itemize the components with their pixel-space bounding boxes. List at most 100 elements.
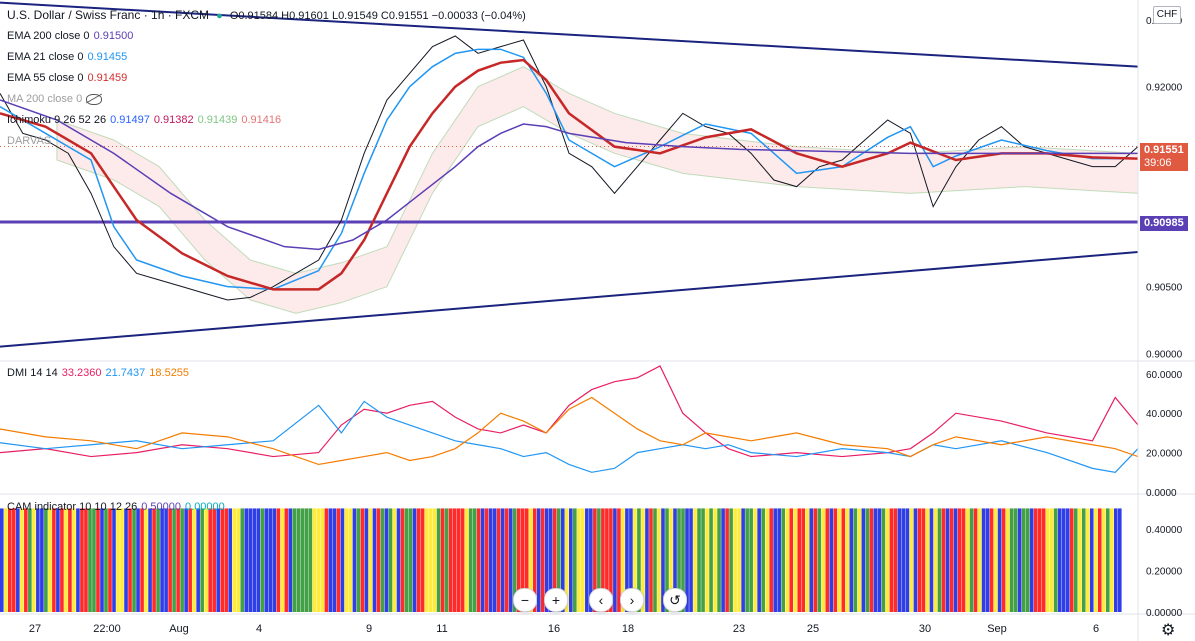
cam-bar [116, 508, 120, 612]
dmi-series-+di [0, 365, 1139, 458]
cam-bar [304, 508, 309, 612]
hline-price-tag: 0.90985 [1140, 216, 1188, 231]
cam-bar [472, 508, 477, 612]
cam-bar [577, 508, 581, 612]
cam-bar [861, 508, 866, 612]
legend-ma200[interactable]: MA 200 close 0 [7, 93, 285, 106]
cam-bar [1105, 508, 1110, 612]
cam-bar [292, 508, 297, 612]
cam-bar [897, 508, 902, 612]
cam-bar [1053, 508, 1058, 612]
scroll-left-button[interactable]: ‹ [589, 588, 613, 612]
reset-chart-button[interactable]: ↺ [663, 588, 687, 612]
cam-bar [645, 508, 649, 612]
cam-bar [1077, 508, 1082, 612]
cam-bar [721, 508, 725, 612]
time-tick-label: 4 [256, 623, 262, 635]
cam-bar [793, 508, 798, 612]
cam-bar [28, 508, 32, 612]
cam-bar [240, 508, 245, 612]
legend-ema21[interactable]: EMA 21 close 0 0.91455 [7, 51, 128, 63]
cam-bar [777, 508, 781, 612]
cam-bar [516, 508, 521, 612]
cam-bar [653, 508, 657, 612]
time-tick-label: 22:00 [93, 623, 121, 635]
scroll-right-button[interactable]: › [620, 588, 644, 612]
cam-bar [789, 508, 794, 612]
indicator-legend: EMA 200 close 0 0.91500 EMA 21 close 0 0.9… [7, 30, 285, 148]
market-status-dot: ● [216, 10, 223, 22]
cam-bar [68, 508, 72, 612]
currency-button[interactable]: CHF [1153, 6, 1181, 24]
cam-bar [965, 508, 970, 612]
time-tick-label: 30 [919, 623, 931, 635]
cam-bar [977, 508, 982, 612]
price-pane[interactable] [0, 1, 1139, 348]
legend-ema200[interactable]: EMA 200 close 0 0.91500 [7, 30, 134, 42]
cam-bar [108, 508, 112, 612]
cam-bar [841, 508, 846, 612]
cam-bar [933, 508, 938, 612]
cam-bar [132, 508, 136, 612]
cam-bar [300, 508, 305, 612]
ohlc-values: O0.91584 H0.91601 L0.91549 C0.91551 −0.0… [229, 10, 526, 22]
cam-bar [1009, 508, 1014, 612]
cam-bar [268, 508, 273, 612]
cam-bar [152, 508, 156, 612]
legend-ema55[interactable]: EMA 55 close 0 0.91459 [7, 72, 128, 84]
cam-bar [561, 508, 565, 612]
zoom-out-button[interactable]: − [513, 588, 537, 612]
cam-bar [693, 508, 697, 612]
cam-bar [40, 508, 44, 612]
cam-bar [685, 508, 689, 612]
cam-bar [649, 508, 653, 612]
time-tick-label: 16 [548, 623, 560, 635]
cam-bar [661, 508, 665, 612]
cam-bar [244, 508, 249, 612]
cam-bar [1069, 508, 1074, 612]
cam-bar [857, 508, 862, 612]
cam-bar [1049, 508, 1054, 612]
cam-bar [316, 508, 321, 612]
cam-bar [100, 508, 104, 612]
price-tick-label: 0.90500 [1146, 283, 1183, 294]
cam-bar [689, 508, 693, 612]
cam-bar [1073, 508, 1078, 612]
settings-gear-icon[interactable]: ⚙ [1161, 622, 1176, 639]
cam-bar [885, 508, 890, 612]
cam-bar [585, 508, 589, 612]
cam-bar [136, 508, 140, 612]
cam-bar [356, 508, 361, 612]
cam-bar [593, 508, 597, 612]
cam-bar [1029, 508, 1034, 612]
cam-bar [556, 508, 561, 612]
cam-bar [1113, 508, 1118, 612]
cam-bar [829, 508, 834, 612]
legend-darvas[interactable]: DARVAS [7, 135, 52, 147]
cam-bar [753, 508, 757, 612]
legend-ichimoku[interactable]: Ichimoku 9 26 52 26 0.91497 0.91382 0.91439… [7, 114, 282, 126]
cam-bar [8, 508, 12, 612]
cam-bar [669, 508, 673, 612]
hidden-eye-icon[interactable] [86, 93, 103, 105]
cam-bar [264, 508, 269, 612]
cam-bar [629, 508, 633, 612]
cam-bar [280, 508, 285, 612]
cam-bar [1013, 508, 1018, 612]
cam-bar [757, 508, 761, 612]
trendline [0, 1, 1139, 68]
cam-bar [464, 508, 469, 612]
cam-bar [601, 508, 605, 612]
cam-bar [496, 508, 501, 612]
series-ema-200 [0, 99, 1138, 251]
cam-bar [532, 508, 537, 612]
cam-bar [805, 508, 810, 612]
cam-bar [504, 508, 509, 612]
cam-bar [432, 508, 437, 612]
cam-bar [236, 508, 241, 612]
cam-bar [96, 508, 100, 612]
cam-bar [825, 508, 830, 612]
cam-bar [288, 508, 293, 612]
zoom-in-button[interactable]: + [544, 588, 568, 612]
